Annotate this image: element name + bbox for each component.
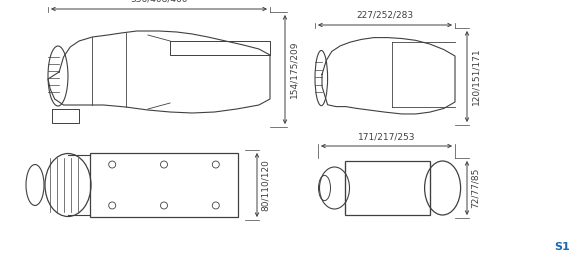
Text: 154/175/209: 154/175/209 [289, 41, 298, 98]
Bar [345, 161, 430, 215]
Text: 72/77/85: 72/77/85 [471, 168, 480, 208]
Text: 227/252/283: 227/252/283 [357, 11, 414, 20]
Text: 120/151/171: 120/151/171 [471, 48, 480, 105]
Text: S1: S1 [554, 242, 570, 252]
Bar [90, 153, 238, 217]
Text: 80/110/120: 80/110/120 [261, 159, 270, 211]
Text: 336/408/460: 336/408/460 [130, 0, 188, 4]
Text: 171/217/253: 171/217/253 [358, 132, 415, 141]
